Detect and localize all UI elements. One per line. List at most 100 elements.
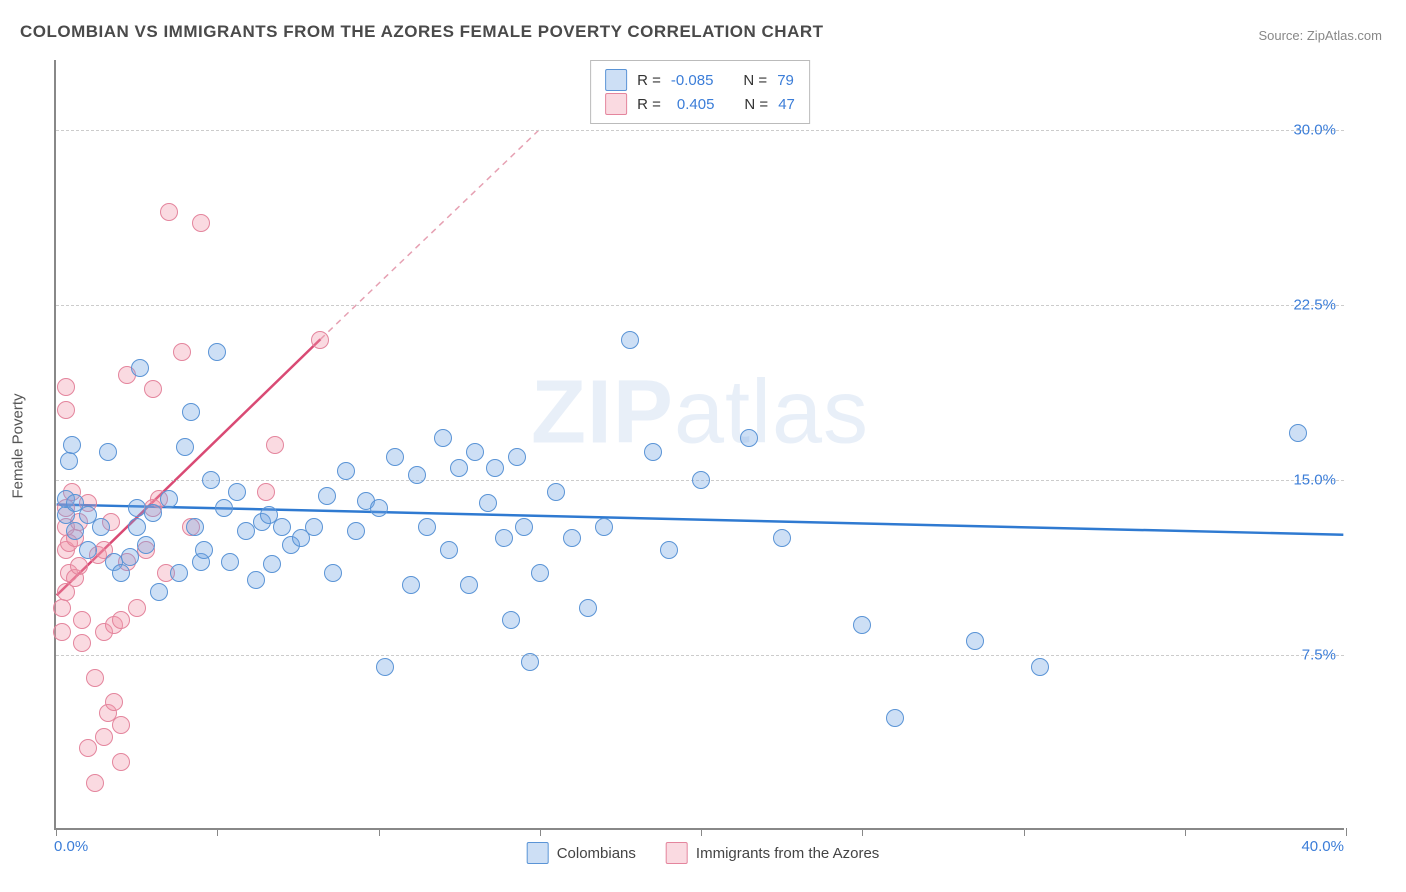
data-point-azores (79, 739, 97, 757)
trend-lines-layer (56, 60, 1344, 828)
data-point-azores (192, 214, 210, 232)
data-point-colombians (347, 522, 365, 540)
data-point-colombians (402, 576, 420, 594)
data-point-colombians (418, 518, 436, 536)
data-point-colombians (324, 564, 342, 582)
data-point-colombians (966, 632, 984, 650)
data-point-colombians (502, 611, 520, 629)
data-point-colombians (450, 459, 468, 477)
legend-swatch-azores (605, 93, 627, 115)
gridline (56, 305, 1344, 306)
data-point-colombians (170, 564, 188, 582)
data-point-colombians (121, 548, 139, 566)
x-tick (1024, 828, 1025, 836)
data-point-colombians (228, 483, 246, 501)
scatter-plot-area: ZIPatlas R = -0.085 N = 79 R = 0.405 N =… (54, 60, 1344, 830)
y-tick-label: 7.5% (1302, 647, 1336, 664)
data-point-colombians (202, 471, 220, 489)
x-tick-label-max: 40.0% (1301, 838, 1344, 855)
y-axis-title: Female Poverty (10, 393, 27, 498)
x-tick (540, 828, 541, 836)
data-point-colombians (150, 583, 168, 601)
data-point-colombians (434, 429, 452, 447)
data-point-colombians (144, 504, 162, 522)
y-tick-label: 30.0% (1293, 122, 1336, 139)
data-point-azores (73, 611, 91, 629)
x-tick (217, 828, 218, 836)
data-point-colombians (92, 518, 110, 536)
data-point-colombians (853, 616, 871, 634)
data-point-colombians (176, 438, 194, 456)
data-point-azores (95, 728, 113, 746)
data-point-colombians (886, 709, 904, 727)
data-point-colombians (515, 518, 533, 536)
data-point-colombians (495, 529, 513, 547)
data-point-colombians (137, 536, 155, 554)
data-point-azores (105, 693, 123, 711)
data-point-azores (57, 401, 75, 419)
data-point-colombians (60, 452, 78, 470)
legend-item-colombians: Colombians (527, 842, 636, 864)
data-point-colombians (79, 541, 97, 559)
data-point-colombians (237, 522, 255, 540)
data-point-colombians (337, 462, 355, 480)
data-point-colombians (408, 466, 426, 484)
chart-title: COLOMBIAN VS IMMIGRANTS FROM THE AZORES … (20, 22, 824, 42)
legend-swatch-icon (527, 842, 549, 864)
data-point-azores (53, 623, 71, 641)
n-value-azores: 47 (778, 96, 795, 113)
source-attribution: Source: ZipAtlas.com (1258, 28, 1382, 43)
data-point-colombians (247, 571, 265, 589)
x-tick-label-min: 0.0% (54, 838, 88, 855)
data-point-colombians (740, 429, 758, 447)
data-point-colombians (531, 564, 549, 582)
data-point-colombians (595, 518, 613, 536)
gridline (56, 655, 1344, 656)
data-point-azores (86, 774, 104, 792)
data-point-colombians (208, 343, 226, 361)
data-point-colombians (99, 443, 117, 461)
data-point-colombians (318, 487, 336, 505)
data-point-colombians (508, 448, 526, 466)
series-legend: Colombians Immigrants from the Azores (527, 842, 880, 864)
data-point-colombians (221, 553, 239, 571)
source-prefix: Source: (1258, 28, 1306, 43)
data-point-azores (257, 483, 275, 501)
data-point-colombians (128, 518, 146, 536)
data-point-azores (70, 557, 88, 575)
legend-swatch-icon (666, 842, 688, 864)
data-point-colombians (466, 443, 484, 461)
data-point-colombians (460, 576, 478, 594)
data-point-azores (173, 343, 191, 361)
x-tick (1346, 828, 1347, 836)
r-value-colombians: -0.085 (671, 72, 714, 89)
data-point-colombians (186, 518, 204, 536)
data-point-colombians (773, 529, 791, 547)
n-value-colombians: 79 (777, 72, 794, 89)
watermark: ZIPatlas (531, 362, 869, 465)
data-point-colombians (621, 331, 639, 349)
r-value-azores: 0.405 (677, 96, 715, 113)
data-point-colombians (563, 529, 581, 547)
data-point-colombians (195, 541, 213, 559)
data-point-azores (112, 716, 130, 734)
data-point-azores (86, 669, 104, 687)
y-tick-label: 15.0% (1293, 472, 1336, 489)
data-point-azores (144, 380, 162, 398)
x-tick (701, 828, 702, 836)
legend-item-azores: Immigrants from the Azores (666, 842, 879, 864)
legend-row-colombians: R = -0.085 N = 79 (605, 69, 795, 91)
data-point-colombians (479, 494, 497, 512)
x-tick (56, 828, 57, 836)
data-point-azores (311, 331, 329, 349)
data-point-colombians (160, 490, 178, 508)
r-label: R = (637, 96, 661, 113)
data-point-colombians (386, 448, 404, 466)
x-tick (862, 828, 863, 836)
data-point-azores (160, 203, 178, 221)
data-point-colombians (131, 359, 149, 377)
data-point-colombians (1289, 424, 1307, 442)
data-point-colombians (112, 564, 130, 582)
legend-row-azores: R = 0.405 N = 47 (605, 93, 795, 115)
source-link[interactable]: ZipAtlas.com (1307, 28, 1382, 43)
